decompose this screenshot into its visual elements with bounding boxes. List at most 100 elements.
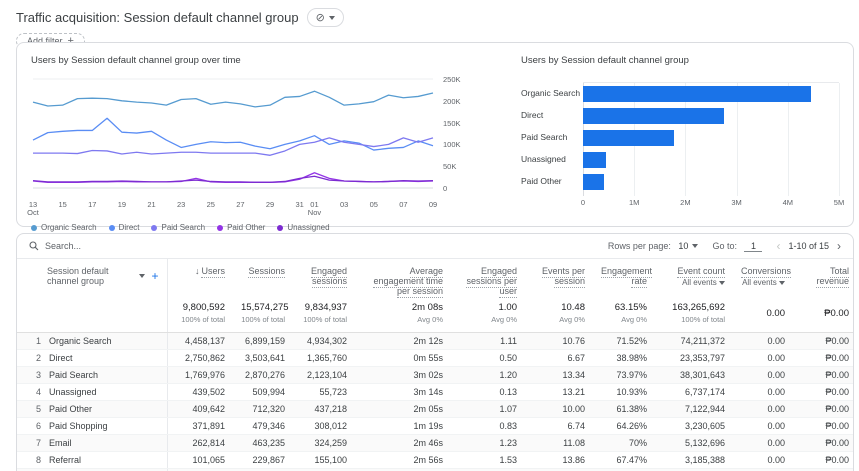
channel-name: Unassigned <box>49 387 97 397</box>
previous-page-button[interactable]: ‹ <box>776 239 781 253</box>
metric-cell: 0.00 <box>733 417 793 435</box>
column-header-event-count[interactable]: Event count All events <box>655 259 733 298</box>
search-box[interactable] <box>29 241 608 251</box>
column-header-average-engagement-time-per-session[interactable]: Average engagement time per session <box>373 266 443 298</box>
report-header: Traffic acquisition: Session default cha… <box>16 8 843 49</box>
legend-item-organic-search: Organic Search <box>31 223 97 232</box>
totals-cell: 9,834,937 100% of total <box>293 298 355 333</box>
column-header-conversions[interactable]: Conversions All events <box>741 266 792 287</box>
bar-organic-search[interactable] <box>583 86 812 102</box>
metric-cell: 229,867 <box>233 451 293 469</box>
metric-cell: 5,132,696 <box>655 434 733 452</box>
column-filter-dropdown[interactable]: All events <box>741 278 785 287</box>
metric-cell: 3m 14s <box>355 383 451 401</box>
channel-cell: 6 Paid Shopping <box>17 417 167 435</box>
rows-per-page-select[interactable]: 10 <box>678 241 699 252</box>
sort-descending-icon: ↓ <box>194 266 200 276</box>
column-header-engaged-sessions[interactable]: Engaged sessions <box>310 266 347 288</box>
goto-label: Go to: <box>712 240 737 251</box>
channel-name: Direct <box>49 353 73 363</box>
legend-item-paid-search: Paid Search <box>151 223 205 232</box>
column-header-total-revenue[interactable]: Total revenue <box>816 266 849 288</box>
metric-cell: ₱0.00 <box>793 332 853 350</box>
dimension-dropdown-icon[interactable] <box>139 274 146 278</box>
channel-name: Email <box>49 438 72 448</box>
metric-cell: 6,737,174 <box>655 383 733 401</box>
column-header-events-per-session[interactable]: Events per session <box>541 266 585 288</box>
table-row: 5 Paid Other 409,642 712,320 437,218 2m 05s 1.… <box>17 400 853 418</box>
channel-cell: 4 Unassigned <box>17 383 167 401</box>
metric-cell: 3m 02s <box>355 366 451 384</box>
channel-cell: 7 Email <box>17 434 167 452</box>
dimension-header-label: Session default channel group <box>47 266 109 286</box>
legend-dot-icon <box>151 224 158 231</box>
metric-cell: 324,259 <box>293 434 355 452</box>
metric-cell: ₱0.00 <box>793 434 853 452</box>
column-header-engaged-sessions-per-user[interactable]: Engaged sessions per user <box>466 266 517 298</box>
metric-cell: 1.23 <box>451 434 525 452</box>
metric-cell: 13.21 <box>525 383 593 401</box>
metric-cell: 155,100 <box>293 451 355 469</box>
metric-cell: 712,320 <box>233 400 293 418</box>
metric-cell: 10.93% <box>593 383 655 401</box>
bar-label-unassigned: Unassigned <box>521 154 566 164</box>
chevron-down-icon <box>719 281 725 285</box>
metric-cell: 10.76 <box>525 332 593 350</box>
metric-cell: 23,353,797 <box>655 349 733 367</box>
bar-label-paid-other: Paid Other <box>521 176 562 186</box>
column-header-sessions[interactable]: Sessions <box>248 266 285 278</box>
table-totals-row: 9,800,592 100% of total 15,574,275 100% of … <box>17 298 853 333</box>
metric-cell: 73.97% <box>593 366 655 384</box>
legend-dot-icon <box>277 224 284 231</box>
metric-cell: 690,684 <box>655 468 733 471</box>
bar-unassigned[interactable] <box>583 152 606 168</box>
metric-cell: 44,178 <box>293 468 355 471</box>
totals-cell: 163,265,692 100% of total <box>655 298 733 333</box>
metric-cell: 1.11 <box>451 332 525 350</box>
goto-page-input[interactable]: 1 <box>744 241 763 252</box>
line-series-unassigned <box>32 175 434 183</box>
next-page-button[interactable]: › <box>837 239 841 253</box>
bar-paid-other[interactable] <box>583 174 604 190</box>
row-rank: 8 <box>35 455 41 465</box>
metric-cell: 64.26% <box>593 417 655 435</box>
column-filter-dropdown[interactable]: All events <box>663 278 725 287</box>
metric-cell: 0.93 <box>451 468 525 471</box>
column-header-users[interactable]: ↓ Users <box>166 259 233 298</box>
line-chart-y-axis: 0 50K 100K 150K 200K 250K <box>443 75 461 193</box>
metric-cell: 7.96 <box>525 468 593 471</box>
search-input[interactable] <box>45 241 245 251</box>
column-header-engagement-rate[interactable]: Engagement rate <box>601 266 653 288</box>
metric-cell: 7,122,944 <box>655 400 733 418</box>
channel-name: Paid Search <box>49 370 99 380</box>
metric-cell: 3,230,605 <box>655 417 733 435</box>
metric-cell: 4,934,302 <box>293 332 355 350</box>
row-rank: 5 <box>35 404 41 414</box>
metric-cell: 70% <box>593 434 655 452</box>
metric-cell: 55,723 <box>293 383 355 401</box>
metric-cell: 13.86 <box>525 451 593 469</box>
row-rank: 6 <box>35 421 41 431</box>
metric-cell: 1.53 <box>451 451 525 469</box>
channel-cell: 2 Direct <box>17 349 167 367</box>
metric-cell: 3,503,641 <box>233 349 293 367</box>
metric-cell: ₱0.00 <box>793 366 853 384</box>
channel-group-table: Session default channel group + ↓ Users Se… <box>17 259 853 471</box>
bar-label-paid-search: Paid Search <box>521 132 568 142</box>
add-dimension-button[interactable]: + <box>151 269 159 283</box>
metric-cell: 409,642 <box>166 400 233 418</box>
metric-cell: 67.47% <box>593 451 655 469</box>
channel-cell: 8 Referral <box>17 451 167 469</box>
bar-direct[interactable] <box>583 108 724 124</box>
line-series-paid-search <box>33 137 434 156</box>
metric-cell: 0.00 <box>733 468 793 471</box>
metric-cell: 4,458,137 <box>166 332 233 350</box>
pagination-range: 1-10 of 15 <box>788 241 829 251</box>
comparison-chip[interactable]: ⊘ <box>306 8 344 27</box>
metric-cell: 2m 05s <box>355 400 451 418</box>
bar-paid-search[interactable] <box>583 130 674 146</box>
search-icon <box>29 241 39 251</box>
bar-chart-x-axis: 0 1M 2M 3M 4M 5M <box>580 198 845 207</box>
metric-cell: 479,346 <box>233 417 293 435</box>
